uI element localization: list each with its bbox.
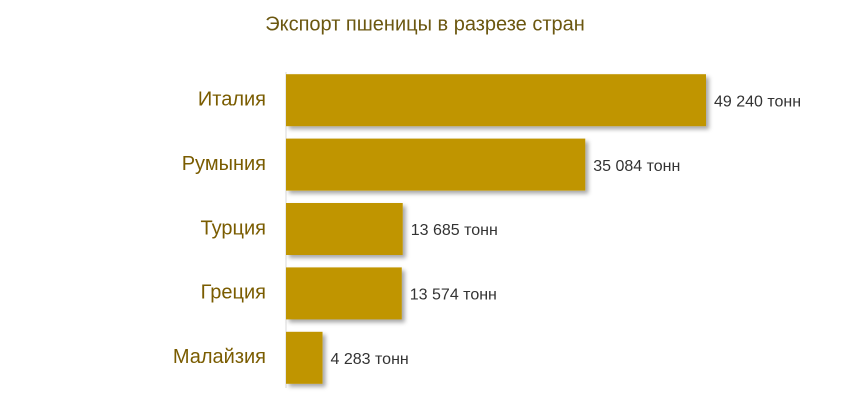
category-label: Италия (198, 88, 266, 110)
bar (286, 74, 706, 127)
bar (286, 138, 586, 191)
category-label: Румыния (182, 153, 266, 175)
category-label: Малайзия (173, 346, 266, 368)
value-label: 49 240 тонн (714, 93, 801, 110)
value-label: 13 685 тонн (411, 222, 498, 239)
bar (286, 203, 403, 255)
bar (286, 267, 402, 320)
category-label: Греция (201, 282, 266, 304)
value-label: 4 283 тонн (331, 351, 409, 368)
category-label: Турция (201, 217, 266, 239)
value-label: 35 084 тонн (593, 158, 680, 175)
bar (286, 331, 323, 384)
chart-title: Экспорт пшеницы в разрезе стран (265, 13, 585, 35)
value-label: 13 574 тонн (410, 287, 497, 304)
